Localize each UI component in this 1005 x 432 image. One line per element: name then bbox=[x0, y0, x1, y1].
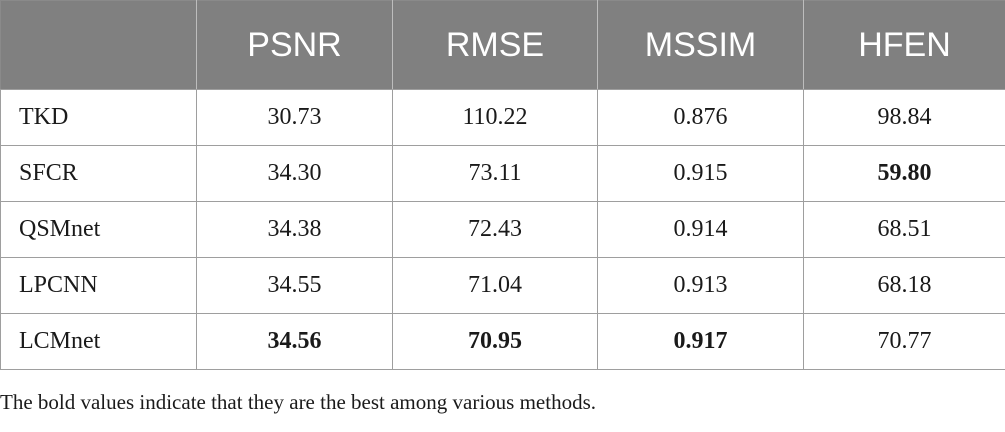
psnr-cell: 34.38 bbox=[196, 201, 393, 258]
table-header: PSNR RMSE MSSIM HFEN bbox=[0, 0, 1005, 90]
rmse-cell: 110.22 bbox=[392, 89, 598, 146]
header-hfen: HFEN bbox=[803, 0, 1005, 90]
table-row: TKD 30.73 110.22 0.876 98.84 bbox=[0, 89, 1005, 146]
table-row: LCMnet 34.56 70.95 0.917 70.77 bbox=[0, 313, 1005, 370]
rmse-cell: 71.04 bbox=[392, 257, 598, 314]
hfen-cell: 68.51 bbox=[803, 201, 1005, 258]
header-psnr: PSNR bbox=[196, 0, 393, 90]
method-cell: TKD bbox=[0, 89, 197, 146]
table-row: SFCR 34.30 73.11 0.915 59.80 bbox=[0, 145, 1005, 202]
psnr-cell: 34.30 bbox=[196, 145, 393, 202]
hfen-cell: 68.18 bbox=[803, 257, 1005, 314]
mssim-cell: 0.914 bbox=[597, 201, 804, 258]
table-row: LPCNN 34.55 71.04 0.913 68.18 bbox=[0, 257, 1005, 314]
header-method bbox=[0, 0, 197, 90]
mssim-cell: 0.915 bbox=[597, 145, 804, 202]
mssim-cell: 0.917 bbox=[597, 313, 804, 370]
rmse-cell: 70.95 bbox=[392, 313, 598, 370]
method-cell: LPCNN bbox=[0, 257, 197, 314]
hfen-cell: 98.84 bbox=[803, 89, 1005, 146]
psnr-cell: 34.56 bbox=[196, 313, 393, 370]
header-mssim: MSSIM bbox=[597, 0, 804, 90]
table-footnote: The bold values indicate that they are t… bbox=[0, 390, 596, 414]
table-row: QSMnet 34.38 72.43 0.914 68.51 bbox=[0, 201, 1005, 258]
rmse-cell: 73.11 bbox=[392, 145, 598, 202]
method-cell: LCMnet bbox=[0, 313, 197, 370]
hfen-cell: 70.77 bbox=[803, 313, 1005, 370]
results-table: PSNR RMSE MSSIM HFEN TKD 30.73 110.22 0.… bbox=[0, 0, 1005, 370]
method-cell: QSMnet bbox=[0, 201, 197, 258]
hfen-cell: 59.80 bbox=[803, 145, 1005, 202]
header-row: PSNR RMSE MSSIM HFEN bbox=[0, 0, 1005, 90]
rmse-cell: 72.43 bbox=[392, 201, 598, 258]
mssim-cell: 0.876 bbox=[597, 89, 804, 146]
header-rmse: RMSE bbox=[392, 0, 598, 90]
method-cell: SFCR bbox=[0, 145, 197, 202]
table-body: TKD 30.73 110.22 0.876 98.84 SFCR 34.30 … bbox=[0, 89, 1005, 370]
mssim-cell: 0.913 bbox=[597, 257, 804, 314]
psnr-cell: 30.73 bbox=[196, 89, 393, 146]
psnr-cell: 34.55 bbox=[196, 257, 393, 314]
